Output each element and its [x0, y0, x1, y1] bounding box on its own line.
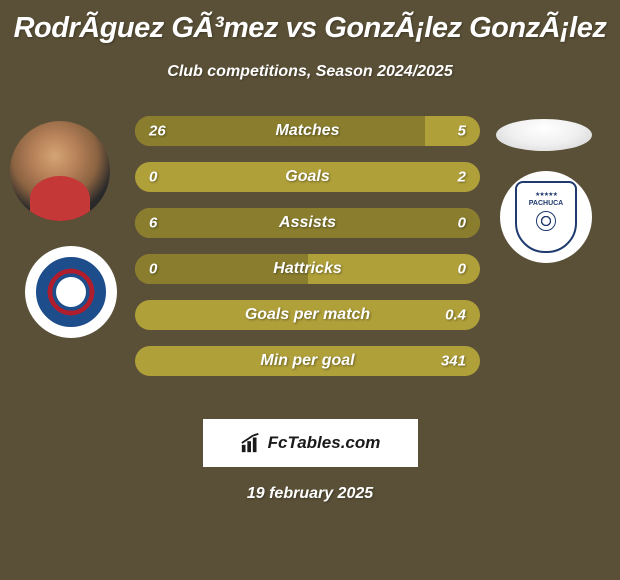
stat-label: Goals: [285, 168, 329, 186]
stat-bar-goals-per-match: Goals per match 0.4: [135, 300, 480, 330]
stat-value-right: 0.4: [445, 307, 466, 324]
club-logo-right: PACHUCA: [500, 171, 592, 263]
stat-bar-matches: 26 Matches 5: [135, 116, 480, 146]
stat-value-right: 0: [458, 261, 466, 278]
footer-date: 19 february 2025: [0, 485, 620, 503]
pachuca-badge: PACHUCA: [515, 181, 577, 253]
player-left-photo: [10, 121, 110, 221]
stat-value-right: 2: [458, 169, 466, 186]
footer-brand-badge: FcTables.com: [203, 419, 418, 467]
stat-label: Assists: [279, 214, 336, 232]
comparison-title: RodrÃ­guez GÃ³mez vs GonzÃ¡lez GonzÃ¡lez: [0, 0, 620, 45]
stat-value-left: 26: [149, 123, 166, 140]
chart-icon: [240, 432, 262, 454]
stat-bars-container: 26 Matches 5 0 Goals 2 6 Assists 0 0 Hat…: [135, 116, 480, 392]
stat-label: Min per goal: [260, 352, 354, 370]
pachuca-ball-icon: [536, 211, 556, 231]
club-logo-left: [25, 246, 117, 338]
comparison-content: PACHUCA 26 Matches 5 0 Goals 2 6 Assists…: [0, 111, 620, 411]
stat-bar-assists: 6 Assists 0: [135, 208, 480, 238]
stat-value-right: 0: [458, 215, 466, 232]
footer-brand-text: FcTables.com: [268, 433, 381, 453]
stat-value-right: 341: [441, 353, 466, 370]
stat-bar-goals: 0 Goals 2: [135, 162, 480, 192]
player-right-placeholder: [496, 119, 592, 151]
cruz-azul-badge: [36, 257, 106, 327]
stat-value-right: 5: [458, 123, 466, 140]
stat-label: Goals per match: [245, 306, 370, 324]
stat-bar-hattricks: 0 Hattricks 0: [135, 254, 480, 284]
pachuca-text: PACHUCA: [529, 200, 563, 207]
stat-label: Matches: [275, 122, 339, 140]
stat-bar-min-per-goal: Min per goal 341: [135, 346, 480, 376]
stat-value-left: 6: [149, 215, 157, 232]
stat-value-left: 0: [149, 261, 157, 278]
stat-value-left: 0: [149, 169, 157, 186]
comparison-subtitle: Club competitions, Season 2024/2025: [0, 63, 620, 81]
stat-label: Hattricks: [273, 260, 341, 278]
